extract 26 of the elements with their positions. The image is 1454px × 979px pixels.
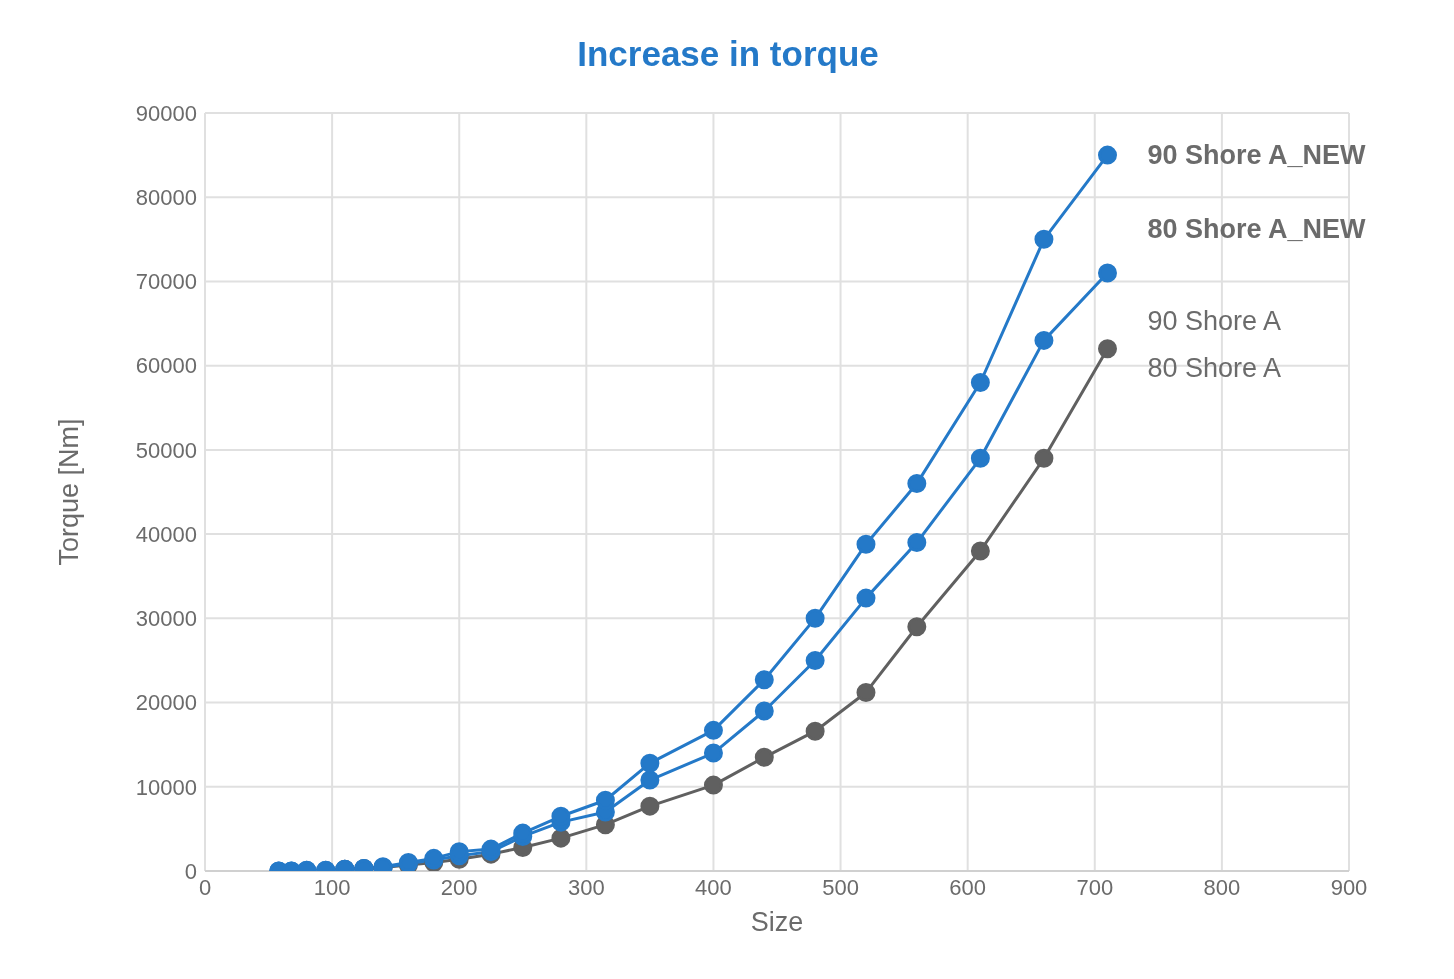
series-label: 80 Shore A_NEW <box>1147 214 1367 245</box>
series-label: 90 Shore A_NEW <box>1147 140 1367 171</box>
y-tick-label: 20000 <box>135 690 197 716</box>
x-tick-label: 900 <box>1330 874 1368 900</box>
x-tick-label: 200 <box>440 874 478 900</box>
x-tick-label: 300 <box>567 874 605 900</box>
x-tick-label: 600 <box>949 874 987 900</box>
x-tick-label: 400 <box>695 874 732 900</box>
y-tick-label: 80000 <box>135 185 197 211</box>
y-tick-label: 10000 <box>135 774 197 800</box>
x-axis-title: Size <box>750 907 804 937</box>
annotation: 90 Shore A <box>1147 305 1282 336</box>
y-axis-title: Torque [Nm] <box>53 418 84 566</box>
x-tick-label: 100 <box>313 874 351 900</box>
y-tick-label: 60000 <box>135 353 197 379</box>
y-tick-label: 40000 <box>135 521 197 547</box>
x-tick-label: 800 <box>1203 874 1241 900</box>
series-label: 80 Shore A <box>1147 352 1282 383</box>
y-tick-label: 0 <box>184 858 197 884</box>
y-tick-label: 30000 <box>135 606 197 632</box>
y-tick-label: 70000 <box>135 269 197 295</box>
y-tick-label: 90000 <box>135 100 197 126</box>
chart-title: Increase in torque <box>577 34 879 73</box>
x-tick-label: 700 <box>1076 874 1114 900</box>
x-tick-label: 500 <box>822 874 859 900</box>
y-tick-label: 50000 <box>135 437 197 463</box>
